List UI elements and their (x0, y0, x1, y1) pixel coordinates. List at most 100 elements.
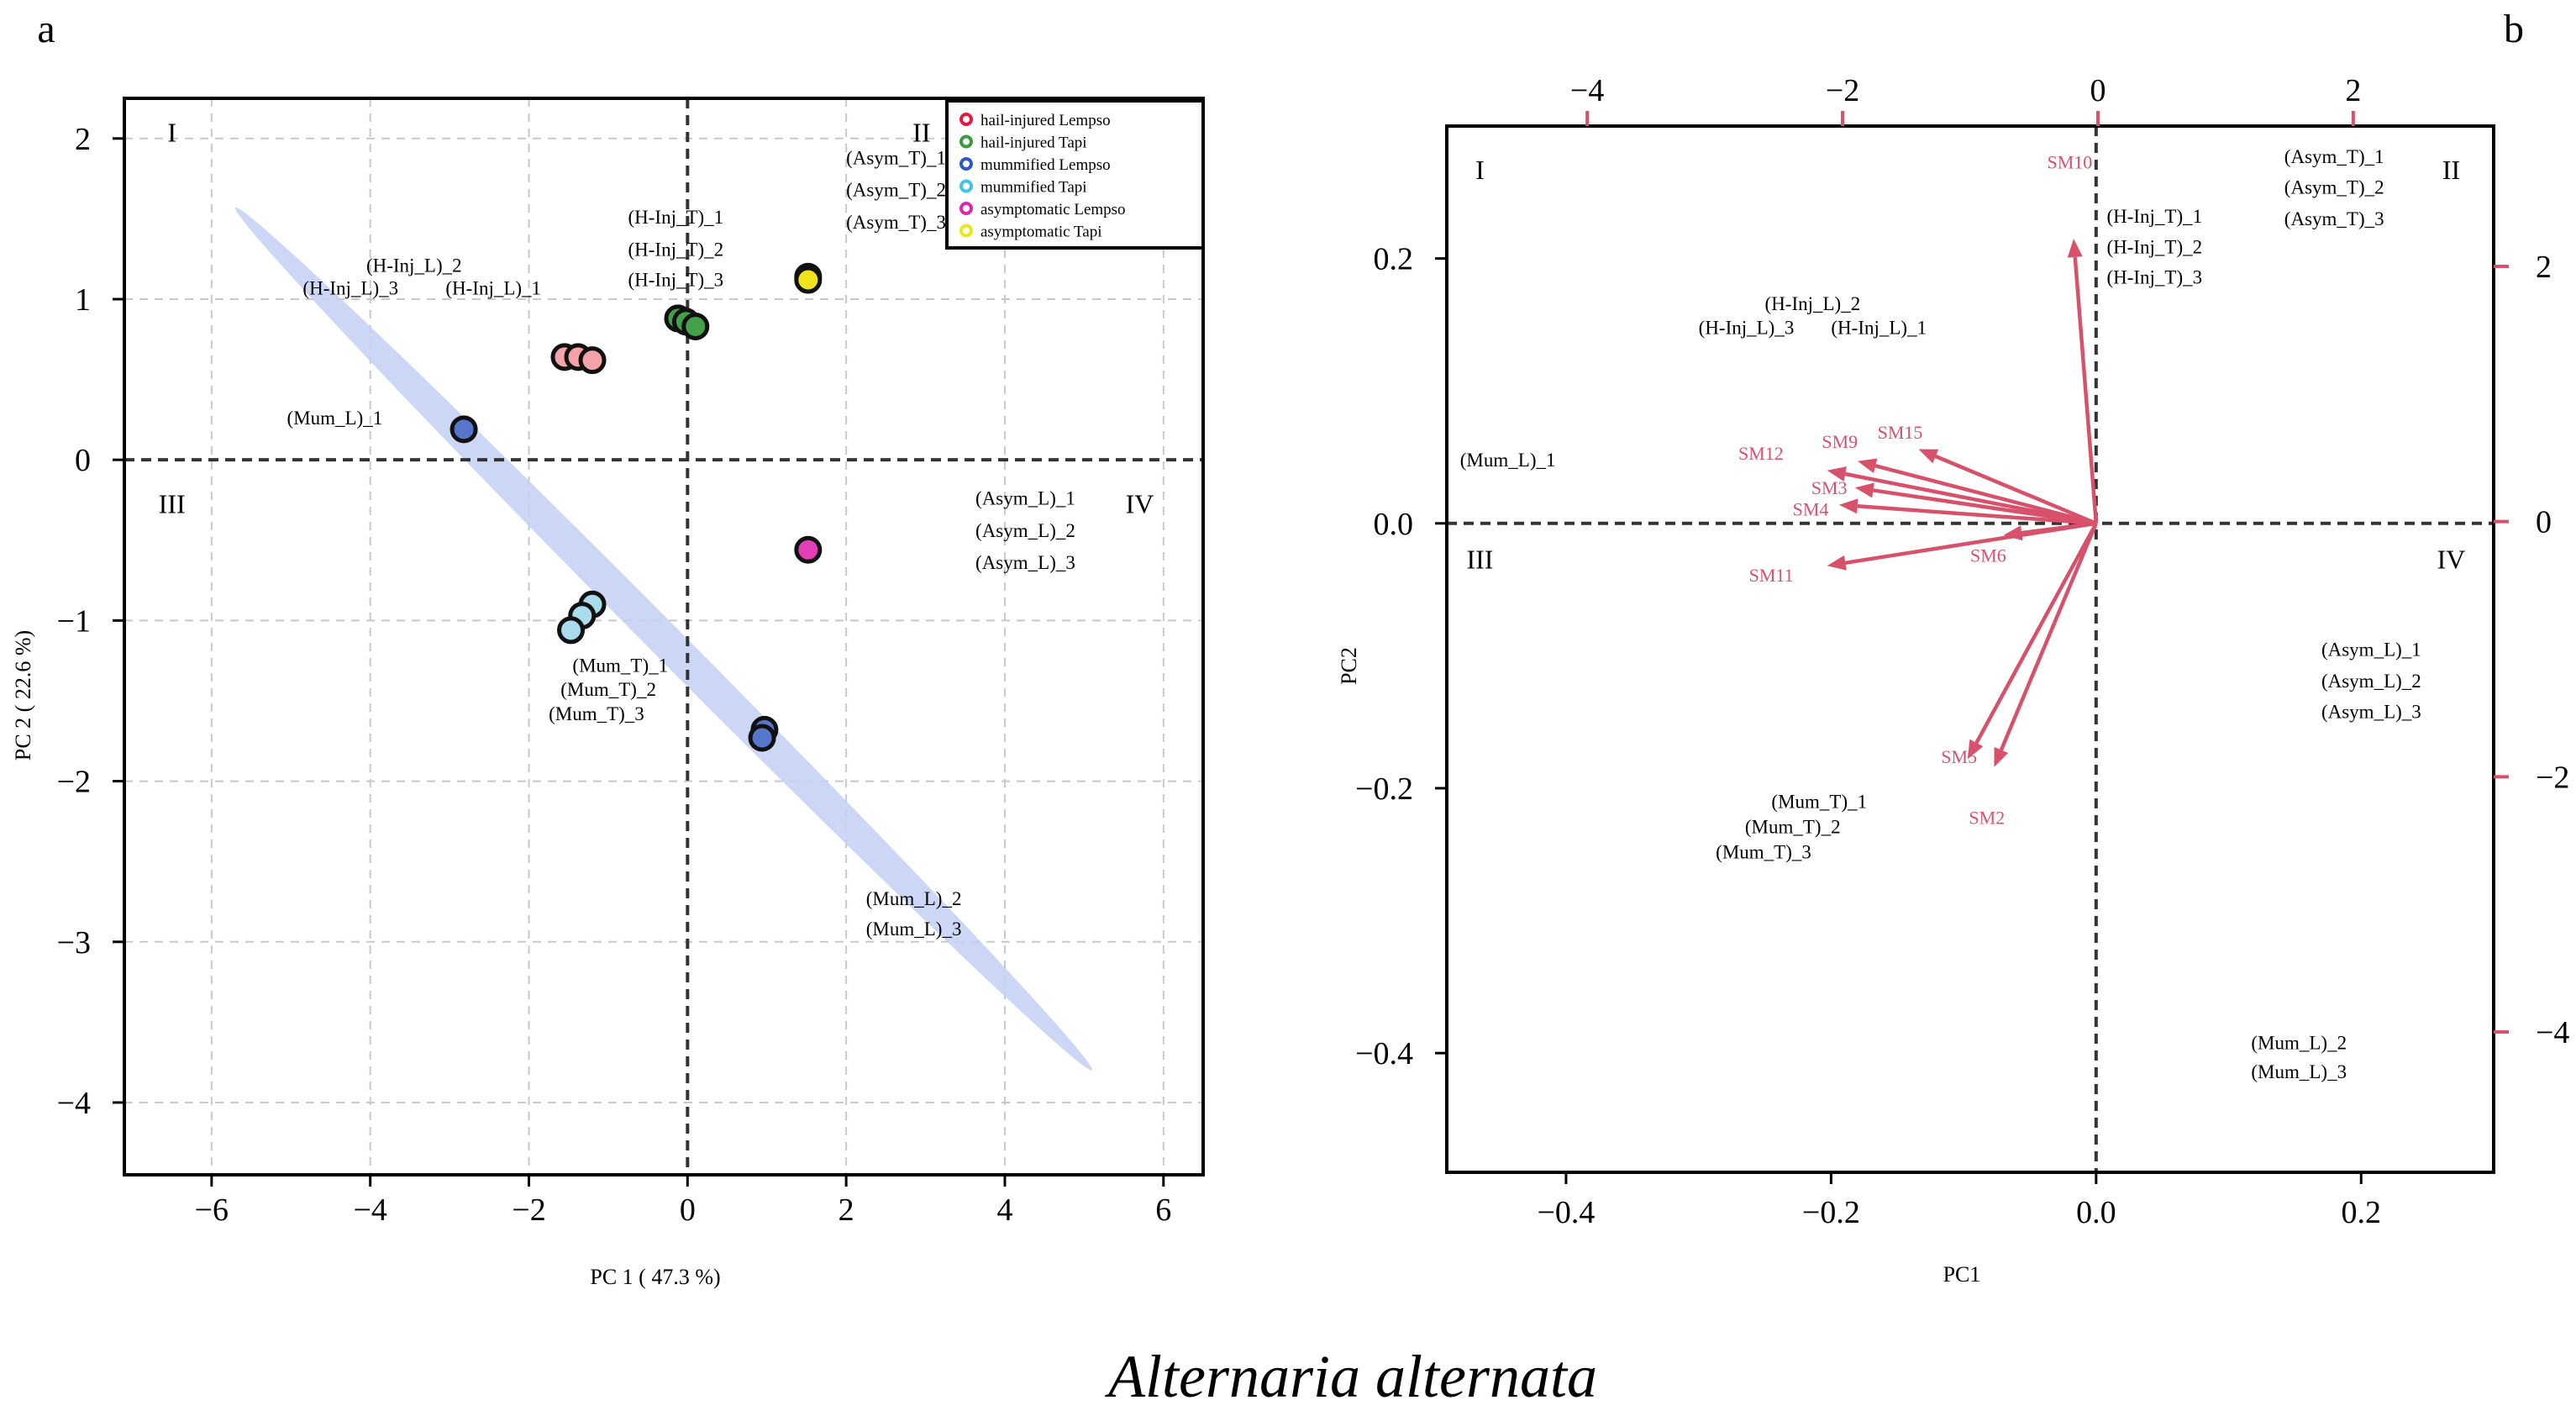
x-tick-label: −4 (353, 1192, 386, 1228)
x-tick-label: 4 (996, 1192, 1012, 1228)
sample-label: (Mum_T)_2 (560, 679, 656, 700)
quadrant-label: III (159, 488, 186, 518)
quadrant-label: I (167, 118, 176, 148)
sample-label: (H-Inj_L)_2 (366, 255, 462, 276)
y-tick-label: −0.2 (1355, 771, 1413, 807)
panel-a-sample-labels: (Asym_T)_1 (Asym_T)_2 (Asym_T)_3 (H-Inj_T)_… (287, 147, 1075, 940)
legend-box (945, 99, 1205, 250)
panel-b-top-axis-ticks: −4 −2 0 2 (1570, 73, 2361, 126)
panel-a-x-axis-label: PC 1 ( 47.3 %) (590, 1265, 720, 1289)
y-tick-label: −0.4 (1355, 1036, 1413, 1071)
legend-marker (959, 113, 973, 126)
sample-label: (Mum_L)_2 (2251, 1032, 2347, 1053)
legend-entry-label: mummified Tapi (980, 179, 1087, 197)
loading-arrow-head (2003, 525, 2023, 541)
sample-label: (Asym_L)_1 (2321, 639, 2421, 660)
loading-arrow (1873, 488, 2097, 526)
sample-label: (Asym_T)_3 (846, 212, 946, 233)
sample-label: (Mum_T)_1 (572, 655, 668, 676)
loading-arrow (2073, 256, 2099, 524)
sample-label: (H-Inj_T)_2 (2106, 236, 2202, 257)
figure-caption: Alternaria alternata (1105, 1343, 1597, 1410)
legend-marker (959, 134, 973, 149)
sample-label: (Mum_L)_3 (2251, 1061, 2347, 1082)
sample-label: (H-Inj_L)_3 (302, 277, 398, 298)
data-point (794, 266, 823, 294)
x-tick-label: −0.4 (1537, 1195, 1595, 1230)
legend-entry-label: asymptomatic Lempso (980, 201, 1126, 218)
x-tick-label: 0 (680, 1192, 696, 1228)
top-tick-label: 0 (2090, 73, 2105, 108)
panel-a-reference-lines (124, 98, 1203, 1175)
right-tick-label: −4 (2536, 1015, 2569, 1050)
sample-label: (Asym_L)_3 (2321, 701, 2421, 722)
sample-label: (Asym_T)_2 (2284, 176, 2384, 197)
loading-arrow-head (1827, 466, 1847, 482)
y-tick-label: −4 (57, 1086, 91, 1121)
loading-arrow-head (1827, 555, 1847, 571)
loading-arrow-head (1854, 482, 1874, 498)
loading-arrow (1934, 454, 2097, 525)
quadrant-label: II (912, 118, 930, 148)
y-tick-label: 1 (75, 282, 91, 318)
quadrant-label: IV (2437, 544, 2466, 574)
loading-arrow (1874, 464, 2097, 525)
loading-arrow-head (1918, 449, 1939, 464)
data-point (681, 312, 710, 340)
data-point (557, 616, 586, 645)
loading-arrow-head (1838, 498, 1858, 514)
sample-label: (Asym_T)_1 (2284, 146, 2384, 167)
sample-label: (Mum_T)_1 (1771, 792, 1867, 813)
panel-a-ellipse-layer (234, 207, 1093, 1071)
sample-label: (Mum_L)_1 (287, 408, 383, 429)
loading-label: SM5 (1941, 746, 1977, 767)
legend-entry-label: hail-injured Lempso (980, 112, 1111, 129)
data-point (794, 535, 823, 564)
legend-marker (959, 202, 973, 215)
sample-label: (H-Inj_T)_1 (2106, 206, 2202, 227)
loading-arrow (2021, 521, 2097, 535)
top-tick-label: 2 (2345, 73, 2361, 108)
loading-arrow-head (2067, 238, 2083, 258)
quadrant-label: III (1466, 544, 1493, 574)
panel-b-sample-labels: (Asym_T)_1 (Asym_T)_2 (Asym_T)_3 (H-Inj_T)_… (1460, 146, 2421, 1082)
sample-label: (Asym_T)_3 (2284, 208, 2384, 229)
panel-a-x-axis-ticks: −6 −4 −2 0 2 4 6 (195, 1175, 1171, 1228)
right-tick-label: 0 (2536, 505, 2552, 540)
legend-entry-label: hail-injured Tapi (980, 134, 1087, 152)
panel-b-x-axis-label: PC1 (1943, 1262, 1981, 1287)
loading-arrow (1974, 522, 2098, 745)
panel-b-x-axis-ticks: −0.4 −0.2 0.0 0.2 (1537, 1172, 2381, 1230)
sample-label: (Mum_T)_2 (1745, 817, 1841, 838)
sample-label: (H-Inj_T)_2 (628, 239, 724, 260)
sample-label: (Mum_T)_3 (1716, 842, 1811, 863)
legend-marker (959, 224, 973, 238)
loading-label: SM15 (1878, 422, 1923, 443)
data-point (578, 346, 607, 375)
sample-label: (Mum_T)_3 (549, 703, 644, 724)
legend-entry-label: asymptomatic Tapi (980, 224, 1102, 241)
panel-b-reference-lines (1447, 126, 2494, 1172)
sample-label: (Asym_L)_2 (2321, 671, 2421, 692)
x-tick-label: −2 (512, 1192, 545, 1228)
x-tick-label: 2 (839, 1192, 854, 1228)
sample-label: (Asym_T)_2 (846, 180, 946, 201)
sample-label: (Mum_L)_2 (866, 888, 962, 909)
legend-marker (959, 157, 973, 171)
panel-b-y-axis-label: PC2 (1337, 647, 1361, 685)
panel-a-points (449, 262, 823, 752)
panel-b-label: b (2504, 7, 2524, 51)
loading-label: SM4 (1793, 498, 1829, 519)
y-tick-label: 0 (75, 443, 91, 478)
x-tick-label: 0.0 (2076, 1195, 2116, 1230)
sample-label: (Asym_L)_3 (975, 552, 1075, 573)
panel-a-y-axis-label: PC 2 ( 22.6 %) (11, 630, 35, 761)
sample-label: (Mum_L)_1 (1460, 450, 1556, 471)
panel-a-y-axis-ticks: 2 1 0 −1 −2 −3 −4 (57, 122, 124, 1121)
